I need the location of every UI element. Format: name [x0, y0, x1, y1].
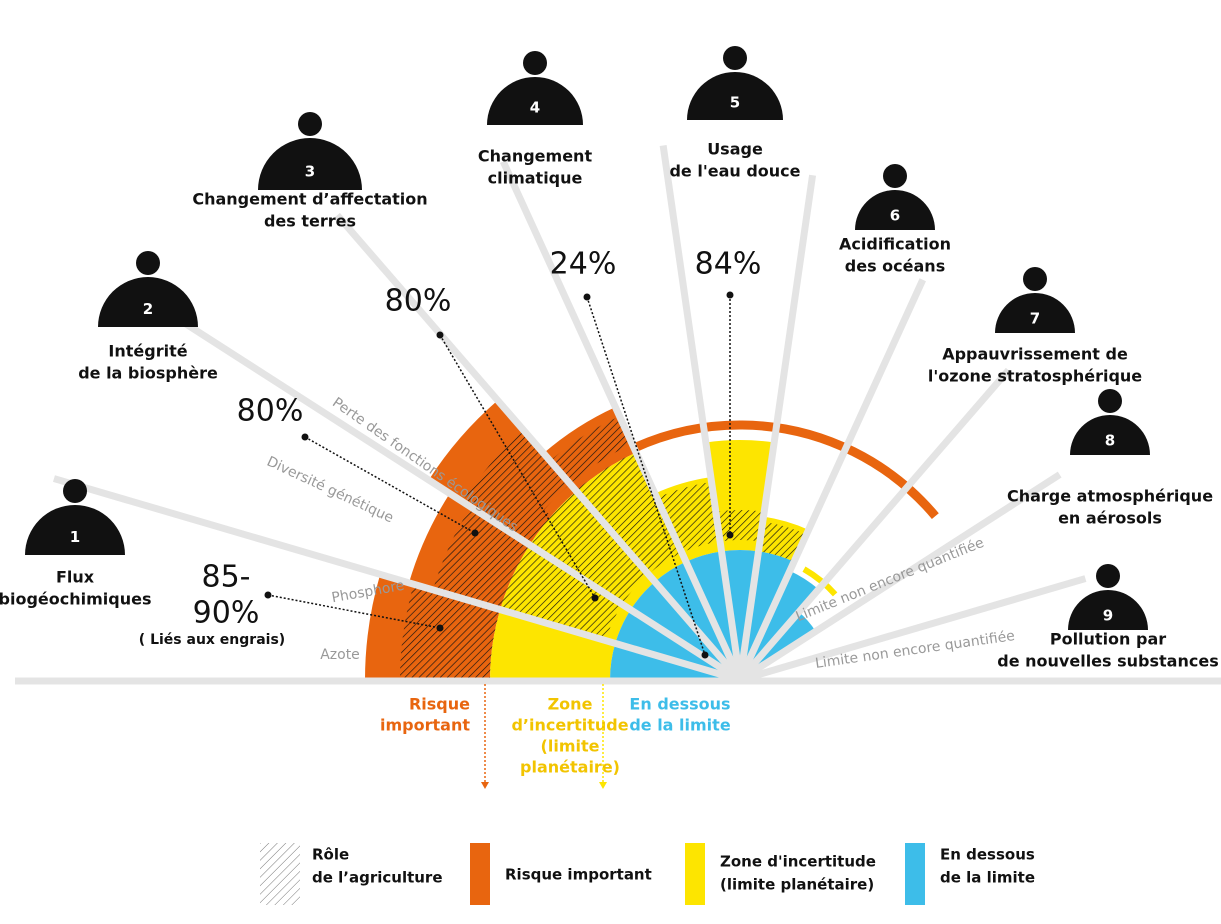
boundary-label: Flux [56, 568, 95, 587]
boundary-label: Intégrité [108, 342, 187, 361]
zone-label: Risque [409, 695, 470, 714]
boundary-number: 8 [1105, 432, 1115, 450]
boundary-label: climatique [488, 169, 583, 188]
leader-dot [584, 294, 591, 301]
boundary-number: 1 [70, 528, 80, 546]
zone-label: important [380, 716, 470, 735]
leader-dot [437, 332, 444, 339]
boundary-label: biogéochimiques [0, 590, 151, 609]
boundary-number: 3 [305, 162, 315, 180]
boundary-label: en aérosols [1058, 509, 1162, 528]
leader-dot [437, 625, 444, 632]
boundary-label: des océans [845, 257, 945, 276]
leader-dot [702, 652, 709, 659]
share-value: 84% [695, 247, 762, 282]
legend-swatch [685, 843, 705, 905]
boundary-label: l'ozone stratosphérique [928, 367, 1142, 386]
share-value: 90% [193, 596, 260, 631]
legend-label: Zone d'incertitude [720, 853, 876, 871]
leader-dot [472, 530, 479, 537]
boundary-label: Appauvrissement de [942, 345, 1128, 364]
infographic: 1 Flux biogéochimiques 2 Intégrité de la bios… [0, 0, 1221, 924]
leader-dot [727, 532, 734, 539]
legend-swatch [470, 843, 490, 905]
boundary-icon [883, 164, 907, 188]
boundary-icon [298, 112, 322, 136]
boundary-label: Charge atmosphérique [1007, 487, 1213, 506]
segment-label: Diversité génétique [264, 454, 396, 527]
boundary-icon [136, 251, 160, 275]
zone-label: de la limite [629, 716, 731, 735]
boundary-icon [63, 479, 87, 503]
boundary-icon [1098, 389, 1122, 413]
share-value: 24% [550, 247, 617, 282]
leader-dot [727, 292, 734, 299]
page: {"boundaries": [ {"number": "1", "lines"… [0, 0, 1221, 924]
boundary-label: de nouvelles substances [997, 652, 1218, 671]
zone-label: (limite [541, 737, 600, 756]
boundary-label: Usage [707, 140, 763, 159]
boundary-label: Changement d’affectation [192, 190, 427, 209]
boundary-number: 9 [1103, 607, 1113, 625]
zone-label: Zone [548, 695, 593, 714]
leader-dot [592, 595, 599, 602]
boundary-icon [523, 51, 547, 75]
boundary-icon [1096, 564, 1120, 588]
share-note: ( Liés aux engrais) [139, 632, 285, 648]
boundary-label: Acidification [839, 235, 951, 254]
legend-label: (limite planétaire) [720, 876, 874, 894]
boundary-label: Changement [478, 147, 593, 166]
boundary-icon [723, 46, 747, 70]
legend-swatch [260, 843, 300, 905]
boundary-label: Pollution par [1050, 630, 1166, 649]
boundary-label: de la biosphère [78, 364, 218, 383]
zone-arrow [481, 782, 489, 789]
boundary-label: de l'eau douce [669, 162, 800, 181]
zone-label: planétaire) [520, 758, 620, 777]
agriculture-hatch [716, 510, 764, 541]
legend-label: Risque important [505, 866, 652, 884]
segment-label: Azote [320, 647, 360, 663]
boundary-number: 2 [143, 300, 153, 318]
boundary-label: des terres [264, 212, 356, 231]
legend-label: de la limite [940, 869, 1035, 887]
leader-dot [265, 592, 272, 599]
boundary-number: 5 [730, 94, 740, 112]
legend-label: En dessous [940, 846, 1035, 864]
zone-arrow [599, 782, 607, 789]
boundary-icon [1023, 267, 1047, 291]
legend-label: de l’agriculture [312, 869, 443, 887]
share-value: 80% [237, 394, 304, 429]
share-value: 85- [202, 560, 251, 595]
zone-label: d’incertitude [511, 716, 628, 735]
legend-swatch [905, 843, 925, 905]
zone-label: En dessous [629, 695, 730, 714]
legend-label: Rôle [312, 846, 349, 864]
boundary-number: 6 [890, 207, 900, 225]
boundary-number: 4 [530, 99, 540, 117]
leader-dot [302, 434, 309, 441]
boundary-number: 7 [1030, 310, 1040, 328]
share-value: 80% [385, 284, 452, 319]
